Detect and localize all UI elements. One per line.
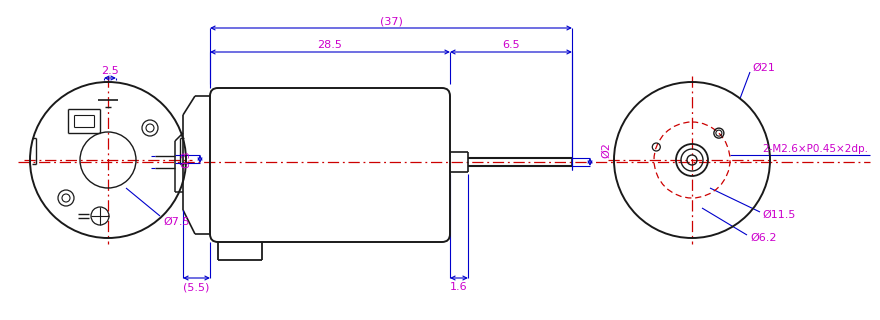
Text: 1.6: 1.6 xyxy=(451,282,468,292)
Text: 2-M2.6×P0.45×2dp.: 2-M2.6×P0.45×2dp. xyxy=(762,144,868,154)
Text: 28.5: 28.5 xyxy=(318,40,342,50)
Text: 0.3: 0.3 xyxy=(181,150,191,168)
Text: 6.5: 6.5 xyxy=(502,40,520,50)
Text: Ø7.5: Ø7.5 xyxy=(163,217,189,227)
Text: Ø2: Ø2 xyxy=(601,142,611,158)
Text: Ø11.5: Ø11.5 xyxy=(762,210,796,220)
Text: 2.5: 2.5 xyxy=(101,66,119,76)
Text: (5.5): (5.5) xyxy=(183,282,209,292)
Text: Ø21: Ø21 xyxy=(752,63,775,73)
Text: Ø6.2: Ø6.2 xyxy=(750,233,776,243)
Text: (37): (37) xyxy=(379,16,402,26)
